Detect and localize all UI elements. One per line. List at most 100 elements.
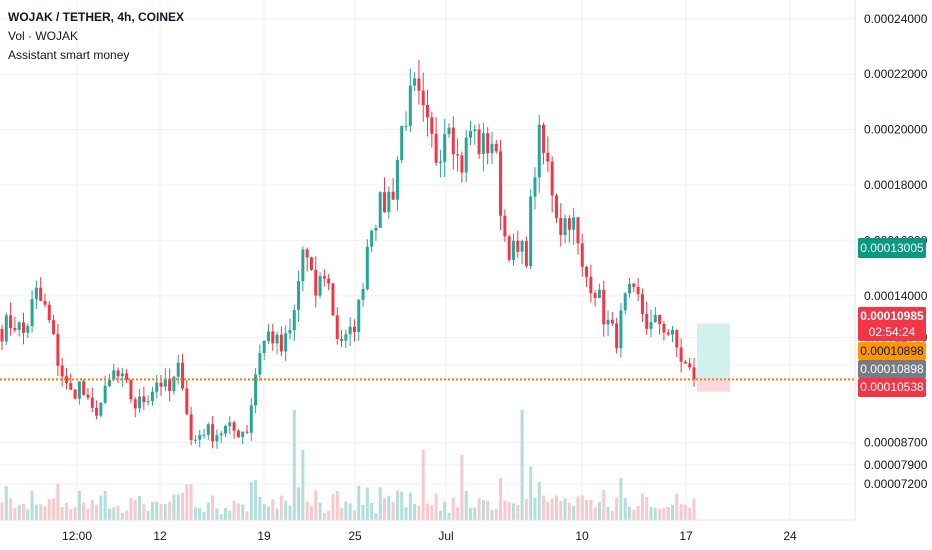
volume-bar xyxy=(589,499,593,520)
price-tick-label: 0.00020000 xyxy=(864,123,928,137)
candle-body xyxy=(628,283,632,294)
volume-bar xyxy=(47,498,51,520)
chart-grid xyxy=(0,0,855,520)
candle-body xyxy=(232,422,236,431)
volume-bar xyxy=(567,502,571,520)
volume-bar xyxy=(39,504,43,520)
volume-bar xyxy=(524,499,528,520)
candle-body xyxy=(585,266,589,277)
volume-bar xyxy=(408,492,412,520)
volume-bar xyxy=(378,487,382,520)
candle-body xyxy=(486,133,490,154)
candle-body xyxy=(572,217,576,230)
candle-body xyxy=(52,320,56,335)
smart-money-indicator-label[interactable]: Assistant smart money xyxy=(8,48,130,62)
volume-bar xyxy=(146,510,150,520)
volume-bar xyxy=(692,498,696,520)
volume-bar xyxy=(615,497,619,520)
candle-body xyxy=(400,126,404,161)
candle-body xyxy=(133,399,137,409)
volume-bar xyxy=(550,498,554,520)
volume-bar xyxy=(395,490,399,520)
symbol-title[interactable]: WOJAK / TETHER, 4h, COINEX xyxy=(8,10,185,24)
volume-bar xyxy=(318,502,322,520)
candle-body xyxy=(275,334,279,344)
candle-body xyxy=(168,378,172,392)
volume-bar xyxy=(370,502,374,520)
volume-bar xyxy=(580,495,584,520)
volume-bar xyxy=(279,495,283,520)
volume-bar xyxy=(284,500,288,520)
volume-indicator-label[interactable]: Vol · WOJAK xyxy=(8,29,79,43)
candle-body xyxy=(468,131,472,138)
volume-bar xyxy=(142,504,146,520)
volume-bar xyxy=(533,497,537,520)
volume-bar xyxy=(352,510,356,520)
volume-bar xyxy=(266,506,270,520)
candle-body xyxy=(142,396,146,403)
price-tick-label: 0.00024000 xyxy=(864,12,928,26)
volume-bar xyxy=(507,501,511,520)
candle-body xyxy=(683,361,687,364)
volume-bar xyxy=(219,514,223,520)
candle-body xyxy=(623,293,627,311)
volume-bar xyxy=(176,494,180,520)
candle-body xyxy=(421,90,425,106)
volume-bar xyxy=(309,505,313,520)
volume-bar xyxy=(593,507,597,520)
volume-bar xyxy=(365,487,369,520)
volume-bar xyxy=(357,485,361,520)
volume-bar xyxy=(112,507,116,520)
time-tick-label: Jul xyxy=(438,529,453,543)
volume-bar xyxy=(481,500,485,520)
volume-bar xyxy=(468,507,472,520)
candle-body xyxy=(13,327,17,331)
candle-body xyxy=(481,133,485,154)
candle-body xyxy=(64,376,68,384)
candle-body xyxy=(370,230,374,247)
volume-bar xyxy=(438,510,442,520)
volume-bar xyxy=(688,507,692,520)
candle-body xyxy=(241,431,245,437)
candle-body xyxy=(447,127,451,135)
volume-bar xyxy=(443,501,447,520)
candle-body xyxy=(408,85,412,126)
price-tick-label: 0.00008700 xyxy=(864,436,928,450)
candle-body xyxy=(559,217,563,236)
volume-bar xyxy=(421,450,425,520)
candle-body xyxy=(434,133,438,163)
candle-body xyxy=(580,243,584,267)
candle-body xyxy=(73,389,77,399)
candle-body xyxy=(86,394,90,398)
volume-bar xyxy=(542,495,546,520)
time-axis[interactable]: 12:00 12 19 25 Jul 10 17 24 xyxy=(62,529,797,543)
candle-body xyxy=(567,218,571,230)
candle-body xyxy=(163,378,167,387)
candle-body xyxy=(473,129,477,132)
candle-body xyxy=(249,405,253,433)
candle-body xyxy=(224,425,228,434)
volume-bar xyxy=(374,513,378,520)
candle-body xyxy=(340,339,344,341)
candle-body xyxy=(331,283,335,316)
volume-bars xyxy=(0,410,696,520)
candle-body xyxy=(228,422,232,426)
volume-bar xyxy=(241,504,245,520)
candle-body xyxy=(95,407,99,416)
candle-body xyxy=(26,326,30,333)
volume-bar xyxy=(211,495,215,520)
volume-bar xyxy=(77,490,81,520)
volume-bar xyxy=(460,455,464,520)
volume-bar xyxy=(34,504,38,520)
volume-bar xyxy=(597,501,601,520)
candle-body xyxy=(327,278,331,284)
candle-body xyxy=(438,161,442,163)
volume-bar xyxy=(99,495,103,520)
candle-body xyxy=(99,402,103,416)
candle-body xyxy=(245,431,249,433)
candle-body xyxy=(391,191,395,200)
volume-bar xyxy=(473,507,477,520)
candle-body xyxy=(69,383,73,390)
volume-bar xyxy=(228,510,232,520)
